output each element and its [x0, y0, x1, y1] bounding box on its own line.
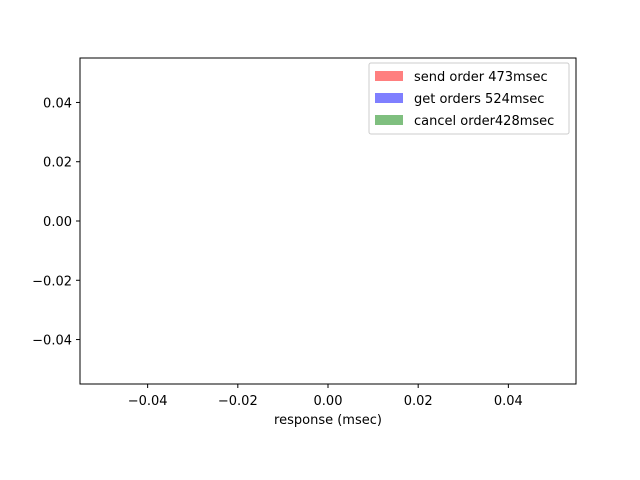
y-tick-label: 0.04 — [43, 96, 72, 111]
legend-entry-label: cancel order428msec — [414, 114, 554, 129]
legend-swatch — [375, 71, 403, 81]
x-tick-label: 0.04 — [494, 394, 523, 409]
x-tick-label: −0.02 — [218, 394, 258, 409]
y-tick-label: 0.00 — [43, 215, 72, 230]
plot-frame — [79, 57, 577, 385]
legend-box — [368, 62, 570, 135]
legend-entry-label: get orders 524msec — [414, 92, 544, 107]
y-tick-label: −0.04 — [32, 334, 72, 349]
y-tick-label: −0.02 — [32, 274, 72, 289]
legend-swatch — [375, 115, 403, 125]
x-tick-label: 0.02 — [404, 394, 433, 409]
x-tick-label: 0.00 — [314, 394, 343, 409]
x-axis: −0.04 −0.02 0.00 0.02 0.04 — [128, 384, 523, 409]
legend: send order 473msec get orders 524msec canc… — [368, 62, 570, 135]
legend-entry-label: send order 473msec — [414, 70, 548, 85]
y-tick-label: 0.02 — [43, 156, 72, 171]
x-axis-label: response (msec) — [274, 413, 382, 428]
x-tick-label: −0.04 — [128, 394, 168, 409]
y-axis: −0.04 −0.02 0.00 0.02 0.04 — [32, 96, 80, 349]
legend-swatch — [375, 93, 403, 103]
